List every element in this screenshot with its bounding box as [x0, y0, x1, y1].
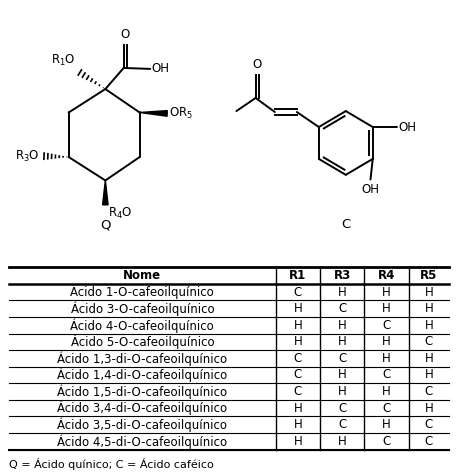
Text: Ácido 4-O-cafeoilquínico: Ácido 4-O-cafeoilquínico: [71, 318, 214, 333]
Text: R5: R5: [420, 269, 437, 282]
Text: R1: R1: [289, 269, 306, 282]
Text: R$_1$O: R$_1$O: [51, 53, 76, 69]
Text: C: C: [382, 368, 391, 381]
Text: Ácido 5-O-cafeoilquínico: Ácido 5-O-cafeoilquínico: [71, 334, 214, 349]
Text: H: H: [294, 402, 302, 415]
Text: C: C: [338, 402, 346, 415]
Text: OH: OH: [361, 183, 380, 196]
Text: Q = Ácido quínico; C = Ácido caféico: Q = Ácido quínico; C = Ácido caféico: [9, 458, 214, 470]
Text: C: C: [294, 352, 302, 365]
Text: C: C: [382, 435, 391, 448]
Text: H: H: [425, 368, 433, 381]
Text: H: H: [425, 402, 433, 415]
Text: H: H: [338, 319, 347, 332]
Text: H: H: [382, 385, 391, 398]
Text: H: H: [425, 302, 433, 315]
Text: C: C: [382, 402, 391, 415]
Text: H: H: [294, 302, 302, 315]
Text: Q: Q: [100, 219, 110, 231]
Text: H: H: [382, 302, 391, 315]
Text: C: C: [382, 319, 391, 332]
Text: H: H: [338, 368, 347, 381]
Text: C: C: [425, 335, 433, 348]
Text: H: H: [338, 335, 347, 348]
Text: OH: OH: [398, 121, 416, 133]
Text: H: H: [382, 335, 391, 348]
Text: C: C: [425, 418, 433, 431]
Text: OR$_5$: OR$_5$: [169, 106, 193, 121]
Text: H: H: [338, 385, 347, 398]
Text: C: C: [338, 418, 346, 431]
Text: H: H: [382, 352, 391, 365]
Text: Ácido 3,4-di-O-cafeoilquínico: Ácido 3,4-di-O-cafeoilquínico: [57, 401, 228, 415]
Text: O: O: [253, 58, 262, 71]
Text: R$_4$O: R$_4$O: [108, 206, 132, 221]
Text: C: C: [294, 286, 302, 298]
Text: Ácido 3,5-di-O-cafeoilquínico: Ácido 3,5-di-O-cafeoilquínico: [57, 418, 227, 432]
Text: H: H: [294, 319, 302, 332]
Text: H: H: [425, 286, 433, 298]
Text: Ácido 1,3-di-O-cafeoilquínico: Ácido 1,3-di-O-cafeoilquínico: [57, 351, 228, 366]
Text: O: O: [120, 28, 130, 41]
Text: C: C: [294, 385, 302, 398]
Text: R$_3$O: R$_3$O: [16, 149, 40, 164]
Text: Nome: Nome: [123, 269, 161, 282]
Text: C: C: [425, 385, 433, 398]
Text: Ácido 3-O-cafeoilquínico: Ácido 3-O-cafeoilquínico: [71, 301, 214, 316]
Text: H: H: [338, 286, 347, 298]
Text: C: C: [338, 302, 346, 315]
Text: R3: R3: [334, 269, 351, 282]
Text: C: C: [294, 368, 302, 381]
Text: H: H: [294, 418, 302, 431]
Text: H: H: [294, 435, 302, 448]
Text: H: H: [425, 319, 433, 332]
Polygon shape: [140, 111, 167, 116]
Text: C: C: [338, 352, 346, 365]
Text: H: H: [382, 418, 391, 431]
Text: H: H: [382, 286, 391, 298]
Text: H: H: [338, 435, 347, 448]
Text: R4: R4: [378, 269, 395, 282]
Text: OH: OH: [152, 62, 169, 75]
Text: C: C: [341, 219, 350, 231]
Text: Ácido 1,5-di-O-cafeoilquínico: Ácido 1,5-di-O-cafeoilquínico: [57, 384, 228, 399]
Polygon shape: [103, 180, 108, 205]
Text: H: H: [294, 335, 302, 348]
Text: Ácido 1,4-di-O-cafeoilquínico: Ácido 1,4-di-O-cafeoilquínico: [57, 368, 228, 382]
Text: Ácido 4,5-di-O-cafeoilquínico: Ácido 4,5-di-O-cafeoilquínico: [57, 434, 228, 448]
Text: C: C: [425, 435, 433, 448]
Text: H: H: [425, 352, 433, 365]
Text: Ácido 1-O-cafeoilquínico: Ácido 1-O-cafeoilquínico: [71, 285, 214, 299]
